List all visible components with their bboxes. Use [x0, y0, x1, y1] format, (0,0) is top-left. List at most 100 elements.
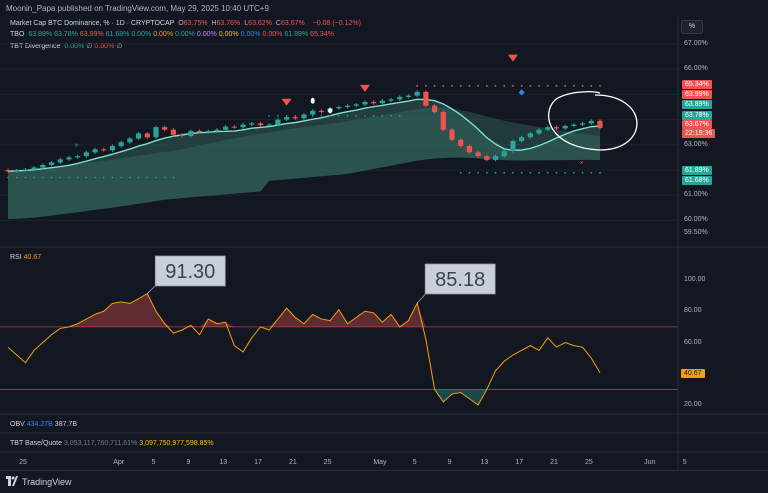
tbo-legend: TBO 63.89% 63.78% 63.99% 61.68% 0.00% 0.00% 0.… [10, 31, 338, 38]
time-axis-label: 21 [550, 459, 558, 466]
support-dot-early [146, 176, 149, 179]
support-dot-early [94, 176, 96, 179]
tbt-base-legend: TBT Base/Quote 3,053,117,760,711.61% 3,0… [10, 440, 214, 447]
candle-body [353, 104, 359, 106]
publisher-bar: Moonin_Papa published on TradingView.com… [0, 0, 768, 17]
resistance-dot [581, 84, 584, 87]
resistance-dot [512, 84, 514, 87]
support-dot-mid [268, 115, 270, 117]
rsi-axis-label: 100.00 [684, 276, 706, 283]
support-dot-early [76, 176, 79, 179]
candle-body [301, 114, 307, 119]
time-axis-label: 13 [481, 459, 489, 466]
candle-body [57, 159, 63, 163]
div-vals-item: 0.00% [64, 43, 85, 50]
candle-body [153, 127, 159, 138]
time-axis-label: 17 [515, 459, 523, 466]
time-axis-label: Apr [113, 459, 125, 466]
candle-body [501, 151, 507, 157]
candle-body [318, 110, 325, 113]
candle-body [371, 101, 377, 104]
tbt-divergence-values: 0.00% ∅ 0.00% ∅ [64, 43, 124, 50]
support-dot [590, 171, 593, 174]
candle-body [118, 142, 124, 147]
candle-body [249, 123, 255, 125]
change-value: −0.08 (−0.12%) [312, 20, 361, 27]
candle-body [553, 127, 560, 129]
time-axis-label: Jun [644, 459, 655, 466]
candle-body [571, 124, 577, 126]
price-axis-label: 60.00% [684, 216, 708, 224]
rsi-pane: 91.30 85.18 [0, 17, 768, 470]
candle-body [466, 146, 473, 153]
footer-bar: TradingView [0, 470, 768, 493]
candle-body [414, 91, 420, 96]
percent-scale-button[interactable]: % [681, 20, 703, 34]
exit-marker [310, 97, 315, 104]
rsi-label[interactable]: RSI [10, 254, 22, 261]
exit-marker [328, 108, 333, 114]
tbo-vals-item: 0.00% [131, 31, 152, 38]
support-dot [512, 171, 514, 174]
tbo-label[interactable]: TBO [10, 31, 25, 38]
candle-body [292, 117, 298, 119]
support-dot [494, 171, 497, 174]
support-dot-early [111, 176, 114, 179]
support-dot [599, 171, 601, 174]
symbol-title[interactable]: Market Cap BTC Dominance, % · 1D · CRYPT… [10, 20, 175, 27]
tbo-values: 63.89% 63.78% 63.99% 61.68% 0.00% 0.00% 0.00% 0… [28, 31, 336, 38]
candle-body [597, 120, 603, 128]
candle-body [545, 127, 551, 130]
footer-brand[interactable]: TradingView [22, 477, 72, 487]
chart-canvas[interactable]: ×× 91.30 85.18 25 Apr 5 9 13 17 21 25 May 5 9 13 17 21… [0, 0, 768, 470]
price-tag: 65.34% [682, 80, 712, 89]
tbo-vals-item: 63.99% [79, 31, 104, 38]
support-dot-early [155, 176, 157, 179]
resistance-dot [590, 84, 593, 87]
tbt-base-label[interactable]: TBT Base/Quote [10, 440, 63, 447]
tbo-vals-item: 0.00% [240, 31, 261, 38]
tbo-vals-item: 63.78% [54, 31, 78, 38]
candle-body [588, 120, 594, 124]
time-axis: 25 Apr 5 9 13 17 21 25 May 5 9 13 17 21 25 Jun 5 [19, 459, 687, 466]
tbt-divergence-label[interactable]: TBT Divergence [10, 43, 61, 50]
candle-body [423, 91, 429, 106]
support-dot-mid [320, 115, 323, 117]
support-dot-early [137, 176, 140, 179]
ohlc-l: L63.62% [244, 20, 272, 27]
support-dot-early [68, 176, 70, 179]
tbo-vals-item: 0.00% [153, 31, 174, 38]
rsi-value: 40.67 [23, 254, 42, 261]
tbo-vals-item: 61.89% [284, 31, 309, 38]
candle-body [223, 126, 229, 130]
main-legend: Market Cap BTC Dominance, % · 1D · CRYPT… [10, 20, 363, 27]
tbo-vals-item: 0.00% [262, 31, 283, 38]
candle-body [231, 126, 237, 128]
candle-body [109, 146, 116, 151]
time-axis-label: 5 [683, 459, 687, 466]
support-dot [485, 171, 488, 174]
time-axis-label: 25 [19, 459, 27, 466]
candle-body [519, 137, 525, 142]
resistance-dot [572, 84, 575, 87]
resistance-dot [555, 84, 558, 87]
candle-body [275, 119, 281, 125]
candle-body [144, 133, 150, 138]
candle-body [458, 139, 464, 147]
tbo-vals-item: 65.34% [310, 31, 334, 38]
resistance-dot [459, 84, 462, 87]
candle-body [266, 124, 272, 126]
resistance-dot [416, 84, 419, 87]
time-axis-label: 25 [585, 459, 593, 466]
time-axis-label: 5 [413, 459, 417, 466]
support-dot [581, 171, 584, 174]
obv-label[interactable]: OBV [10, 421, 25, 428]
time-axis-label: 25 [324, 459, 332, 466]
tbt-base-value-1: 3,053,117,760,711.61% [63, 440, 138, 447]
candle-body [214, 129, 220, 131]
tbt-base-value-2: 3,097,750,977,598.85% [139, 440, 214, 447]
candle-body [492, 156, 499, 160]
support-dot-mid [381, 115, 384, 117]
candle-body [31, 167, 37, 170]
support-dot-early [59, 176, 62, 179]
